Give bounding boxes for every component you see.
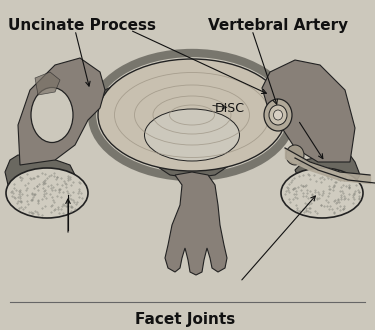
Polygon shape xyxy=(95,82,280,178)
Polygon shape xyxy=(5,155,75,192)
Ellipse shape xyxy=(144,109,240,161)
Polygon shape xyxy=(262,60,355,162)
Polygon shape xyxy=(295,155,360,190)
Ellipse shape xyxy=(6,168,88,218)
Ellipse shape xyxy=(98,59,286,171)
Text: Vertebral Artery: Vertebral Artery xyxy=(208,18,348,33)
Ellipse shape xyxy=(286,145,304,165)
Polygon shape xyxy=(165,172,227,275)
Ellipse shape xyxy=(281,168,363,218)
Text: Facet Joints: Facet Joints xyxy=(135,312,235,327)
Ellipse shape xyxy=(264,99,292,131)
Text: DISC: DISC xyxy=(215,102,245,115)
Text: NERVE: NERVE xyxy=(305,103,342,113)
Ellipse shape xyxy=(273,110,282,120)
Polygon shape xyxy=(18,58,105,165)
Text: Uncinate Process: Uncinate Process xyxy=(8,18,156,33)
Ellipse shape xyxy=(269,105,287,125)
Polygon shape xyxy=(35,72,60,95)
Ellipse shape xyxy=(31,87,73,143)
